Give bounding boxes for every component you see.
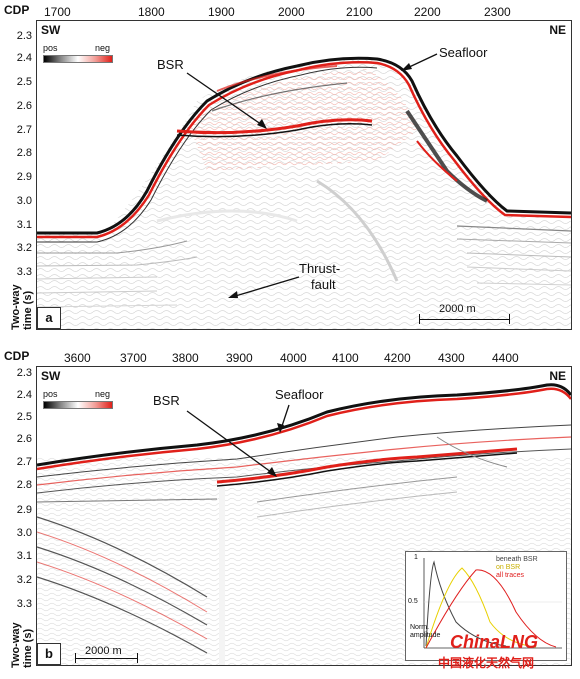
inset-legend-beneath: beneath BSR — [496, 556, 538, 563]
y-tick: 2.6 — [16, 100, 32, 112]
inset-y-label-2: amplitude — [410, 632, 441, 639]
panel-a-y-axis-label: Two-way — [10, 284, 22, 330]
y-tick: 3.1 — [16, 219, 32, 231]
china-lng-subtitle: 中国液化天然气网 — [438, 656, 535, 670]
cdp-tick: 2300 — [484, 5, 511, 19]
ne-label: NE — [549, 369, 566, 383]
legend-pos-label: pos — [43, 43, 58, 53]
cdp-tick: 1900 — [208, 5, 235, 19]
inset-y-label-1: Norm. — [410, 624, 430, 631]
y-tick: 2.3 — [16, 367, 32, 379]
amplitude-colorbar — [43, 401, 113, 409]
y-tick: 2.7 — [16, 124, 32, 136]
ne-label: NE — [549, 23, 566, 37]
panel-b-y-axis-label: Two-way — [10, 622, 22, 668]
bsr-annotation: BSR — [157, 57, 184, 72]
cdp-tick: 3700 — [120, 351, 147, 365]
panel-letter-b: b — [37, 643, 61, 665]
cdp-tick: 3600 — [64, 351, 91, 365]
seismic-panel-a: pos neg SW NE BSR Seafloor Thrust- fault… — [36, 20, 572, 330]
inset-tick-1: 1 — [414, 554, 418, 561]
inset-legend-all: all traces — [496, 572, 525, 579]
amplitude-inset-chart: 1 0.5 Norm. amplitude beneath BSR on BSR… — [405, 551, 567, 661]
seismic-section-a — [37, 21, 571, 329]
china-lng-logo: ChinaLNG — [450, 632, 538, 652]
y-tick: 2.5 — [16, 411, 32, 423]
legend-neg-label: neg — [95, 43, 111, 53]
cdp-tick: 2000 — [278, 5, 305, 19]
panel-a-cdp-label: CDP — [4, 3, 30, 17]
inset-legend-on: on BSR — [496, 564, 521, 571]
y-tick: 2.7 — [16, 456, 32, 468]
inset-tick-05: 0.5 — [408, 598, 418, 605]
y-tick: 3.3 — [16, 598, 32, 610]
y-tick: 2.4 — [16, 389, 32, 401]
y-tick: 3.2 — [16, 574, 32, 586]
y-tick: 2.9 — [16, 171, 32, 183]
seafloor-annotation: Seafloor — [275, 387, 324, 402]
cdp-tick: 4200 — [384, 351, 411, 365]
sw-label: SW — [41, 369, 61, 383]
amplitude-colorbar — [43, 55, 113, 63]
annotation-arrows-a — [186, 53, 438, 298]
cdp-tick: 4000 — [280, 351, 307, 365]
cdp-tick: 4100 — [332, 351, 359, 365]
panel-b-cdp-label: CDP — [4, 349, 30, 363]
legend-pos-label: pos — [43, 389, 58, 399]
cdp-tick: 3900 — [226, 351, 253, 365]
thrust-annotation-1: Thrust- — [299, 261, 341, 276]
y-tick: 2.6 — [16, 433, 32, 445]
inset-curves — [423, 558, 562, 649]
sw-label: SW — [41, 23, 61, 37]
y-tick: 2.8 — [16, 479, 32, 491]
bsr-annotation: BSR — [153, 393, 180, 408]
seafloor-annotation: Seafloor — [439, 45, 488, 60]
cdp-tick: 4300 — [438, 351, 465, 365]
y-tick: 2.4 — [16, 52, 32, 64]
y-tick: 3.1 — [16, 550, 32, 562]
y-tick: 2.8 — [16, 147, 32, 159]
y-tick: 3.2 — [16, 242, 32, 254]
cdp-tick: 2100 — [346, 5, 373, 19]
y-tick: 3.0 — [16, 527, 32, 539]
legend-neg-label: neg — [95, 389, 111, 399]
panel-a-y-axis-label-2: time (s) — [22, 290, 34, 330]
cdp-tick: 1700 — [44, 5, 71, 19]
y-tick: 2.3 — [16, 30, 32, 42]
y-tick: 2.5 — [16, 76, 32, 88]
y-tick: 2.9 — [16, 504, 32, 516]
cdp-tick: 2200 — [414, 5, 441, 19]
seismic-panel-b: pos neg SW NE BSR Seafloor 1 0.5 Norm. a… — [36, 366, 572, 666]
cdp-tick: 1800 — [138, 5, 165, 19]
y-tick: 3.3 — [16, 266, 32, 278]
cdp-tick: 4400 — [492, 351, 519, 365]
panel-b-y-axis-label-2: time (s) — [22, 628, 34, 668]
annotation-arrows-b — [186, 404, 290, 477]
y-tick: 3.0 — [16, 195, 32, 207]
cdp-tick: 3800 — [172, 351, 199, 365]
panel-letter-a: a — [37, 307, 61, 329]
thrust-annotation-2: fault — [311, 277, 336, 292]
